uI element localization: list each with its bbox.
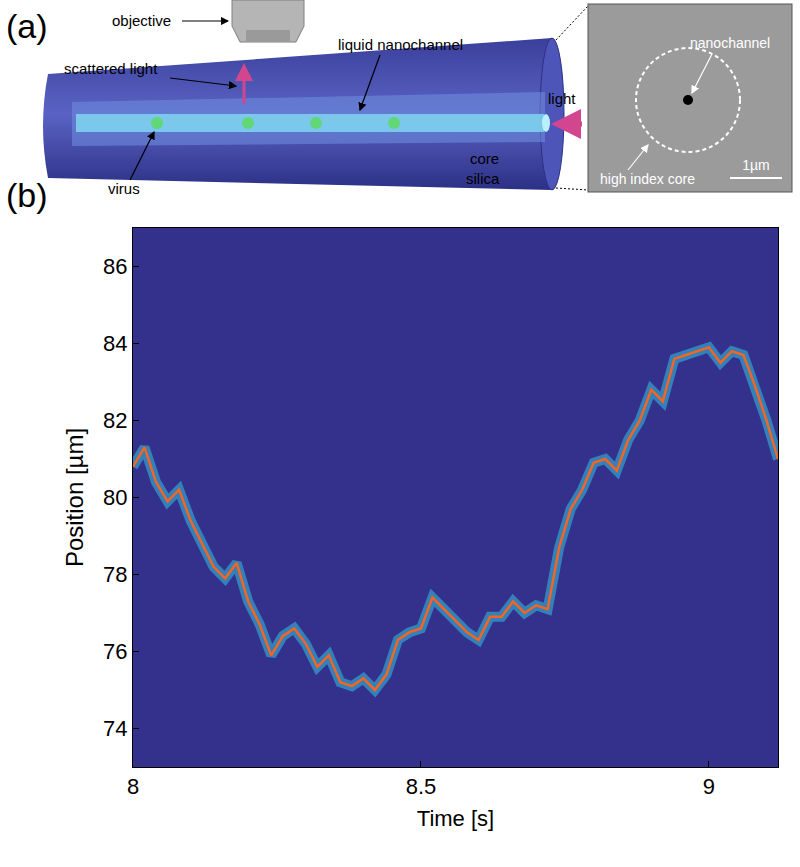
svg-text:silica: silica — [466, 170, 500, 187]
svg-text:Time [s]: Time [s] — [417, 806, 494, 831]
svg-text:light: light — [548, 90, 576, 107]
svg-text:86: 86 — [103, 254, 127, 279]
svg-text:1µm: 1µm — [742, 157, 770, 173]
svg-text:objective: objective — [112, 12, 171, 29]
svg-text:82: 82 — [103, 408, 127, 433]
svg-text:74: 74 — [103, 716, 127, 741]
svg-text:78: 78 — [103, 562, 127, 587]
svg-text:Position [µm]: Position [µm] — [61, 428, 88, 567]
svg-text:high index core: high index core — [600, 171, 695, 187]
svg-text:(a): (a) — [6, 7, 48, 45]
svg-text:76: 76 — [103, 639, 127, 664]
svg-text:9: 9 — [703, 774, 715, 799]
svg-text:virus: virus — [108, 180, 140, 197]
svg-text:liquid nanochannel: liquid nanochannel — [338, 36, 463, 53]
svg-text:84: 84 — [103, 331, 127, 356]
svg-text:8: 8 — [127, 774, 139, 799]
svg-text:core: core — [470, 150, 499, 167]
html-text:(b): (b) — [6, 176, 48, 214]
svg-text:nanochannel: nanochannel — [690, 35, 770, 51]
svg-text:8.5: 8.5 — [406, 774, 437, 799]
svg-text:scattered light: scattered light — [64, 60, 158, 77]
svg-text:80: 80 — [103, 485, 127, 510]
